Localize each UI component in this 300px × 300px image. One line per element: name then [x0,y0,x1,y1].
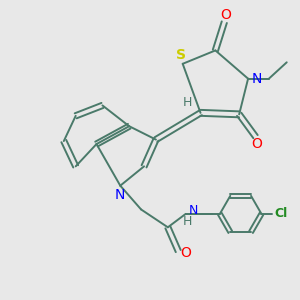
Text: O: O [180,245,191,260]
Text: N: N [252,72,262,86]
Text: N: N [115,188,125,202]
Text: N: N [188,204,198,218]
Text: H: H [182,96,192,109]
Text: Cl: Cl [274,207,287,220]
Text: S: S [176,48,186,62]
Text: H: H [182,215,192,228]
Text: O: O [252,137,262,151]
Text: O: O [220,8,231,22]
